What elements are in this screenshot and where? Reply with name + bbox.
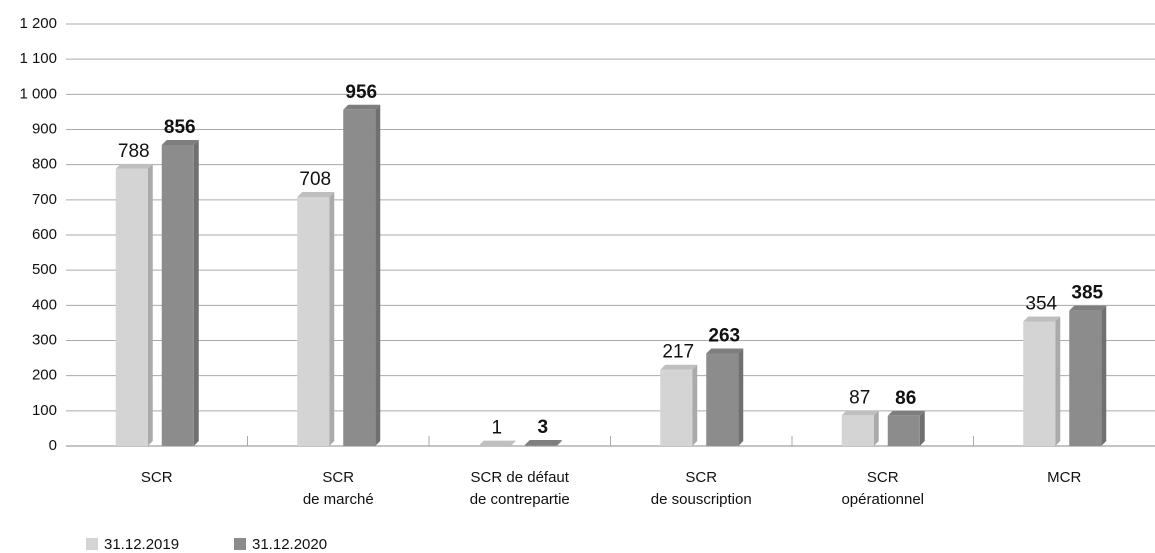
legend-label: 31.12.2019 [104,536,179,553]
y-tick-label: 100 [32,402,57,419]
value-label: 856 [164,117,196,138]
value-label: 956 [345,82,377,103]
bar-top [660,364,698,370]
bar-top [706,348,744,354]
x-tick-label: SCR [322,469,354,486]
y-tick-label: 0 [49,437,57,454]
y-tick-label: 1 000 [19,85,57,102]
value-label: 86 [895,388,916,409]
y-tick-label: 200 [32,367,57,384]
y-tick-label: 900 [32,120,57,137]
bar-side [1055,316,1061,446]
bar-side [510,440,516,446]
bar-side [692,364,698,446]
bar-top [524,439,562,445]
value-label: 385 [1071,283,1103,304]
x-tick-label: SCR [685,469,717,486]
bar-side [919,410,925,446]
x-tick-label: opérationnel [841,491,924,508]
y-tick-label: 500 [32,261,57,278]
x-tick-label: de marché [303,491,374,508]
x-tick-label: MCR [1047,469,1081,486]
bar [706,353,739,446]
value-label: 87 [849,387,870,408]
y-tick-label: 1 100 [19,50,57,67]
bar-top [1023,316,1061,322]
value-label: 217 [662,342,694,363]
bar-top [343,104,381,110]
value-label: 3 [537,417,548,438]
bar-side [329,192,335,446]
y-tick-label: 600 [32,226,57,243]
x-tick-label: SCR de défaut [471,469,570,486]
value-label: 788 [118,141,150,162]
bar [524,444,557,446]
bar-side [1101,305,1107,446]
bar [1069,310,1102,446]
x-tick-label: de contrepartie [470,491,570,508]
legend-label: 31.12.2020 [252,536,327,553]
bar-top [115,163,153,169]
bar-top [297,192,335,198]
bar-top [887,410,925,416]
bar [297,197,330,446]
bar [161,144,194,446]
bar-top [478,440,516,446]
bar [887,415,920,446]
bar-side [556,439,562,446]
legend-swatch [86,538,98,550]
x-tick-label: SCR [141,469,173,486]
bar-side [375,104,381,446]
x-tick-label: SCR [867,469,899,486]
y-tick-label: 400 [32,296,57,313]
bar [115,168,148,447]
bar [1023,321,1056,446]
bar [343,109,376,446]
y-tick-label: 300 [32,331,57,348]
bar-top [841,410,879,416]
bar-top [1069,305,1107,311]
value-label: 354 [1025,294,1057,315]
legend-swatch [234,538,246,550]
bar-side [193,139,199,446]
x-tick-label: de souscription [651,491,752,508]
bar-side [873,410,879,446]
bar-side [147,163,153,447]
value-label: 263 [708,326,740,347]
bar-top [161,139,199,145]
value-label: 708 [299,169,331,190]
y-tick-label: 1 200 [19,15,57,32]
y-tick-label: 800 [32,156,57,173]
bar [660,369,693,446]
value-label: 1 [491,418,502,439]
bar [841,415,874,446]
y-tick-label: 700 [32,191,57,208]
bar-side [738,348,744,446]
